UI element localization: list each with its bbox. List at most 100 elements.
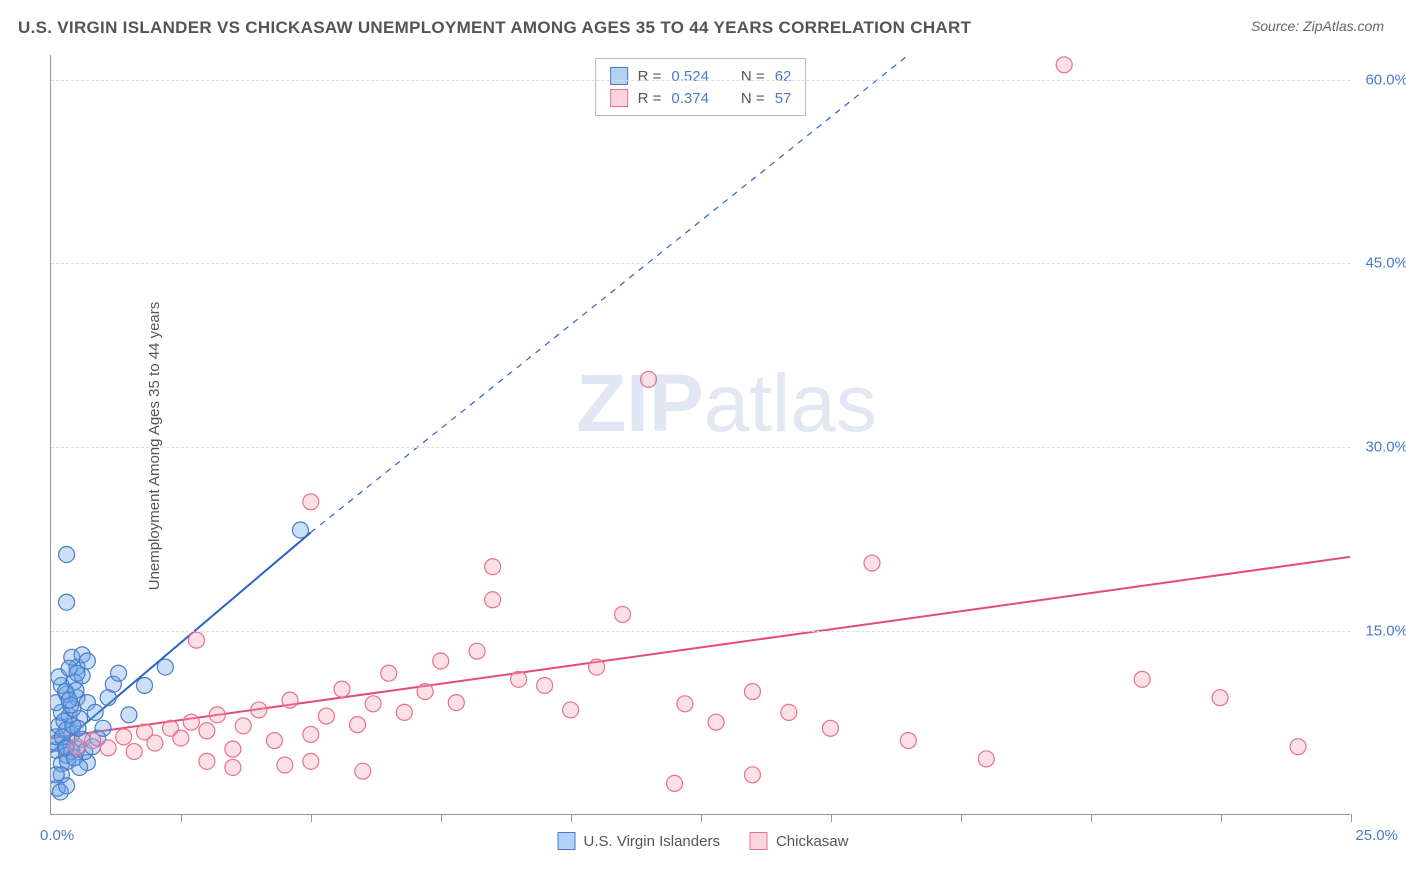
scatter-point xyxy=(641,371,657,387)
chart-svg xyxy=(51,55,1350,814)
scatter-point xyxy=(235,718,251,734)
xtick xyxy=(831,814,832,822)
scatter-point xyxy=(85,733,101,749)
scatter-point xyxy=(225,759,241,775)
scatter-point xyxy=(61,692,77,708)
scatter-point xyxy=(822,720,838,736)
scatter-point xyxy=(157,659,173,675)
r-value-1: 0.374 xyxy=(671,90,709,107)
x-max-label: 25.0% xyxy=(1355,827,1398,844)
xtick xyxy=(571,814,572,822)
scatter-point xyxy=(677,696,693,712)
scatter-point xyxy=(303,753,319,769)
scatter-point xyxy=(708,714,724,730)
legend-swatch-1 xyxy=(750,832,768,850)
swatch-series-0 xyxy=(610,67,628,85)
xtick xyxy=(1091,814,1092,822)
scatter-point xyxy=(100,740,116,756)
scatter-point xyxy=(615,606,631,622)
scatter-point xyxy=(744,684,760,700)
scatter-point xyxy=(126,744,142,760)
scatter-point xyxy=(589,659,605,675)
scatter-point xyxy=(173,730,189,746)
scatter-point xyxy=(282,692,298,708)
scatter-point xyxy=(563,702,579,718)
xtick xyxy=(441,814,442,822)
scatter-point xyxy=(79,653,95,669)
scatter-point xyxy=(292,522,308,538)
grid-line xyxy=(51,263,1350,264)
scatter-point xyxy=(355,763,371,779)
n-value-0: 62 xyxy=(775,68,792,85)
scatter-point xyxy=(209,707,225,723)
scatter-point xyxy=(1212,690,1228,706)
scatter-point xyxy=(744,767,760,783)
xtick xyxy=(1221,814,1222,822)
n-label: N = xyxy=(741,90,765,107)
scatter-point xyxy=(667,775,683,791)
ytick-label: 15.0% xyxy=(1365,623,1406,640)
xtick xyxy=(311,814,312,822)
scatter-point xyxy=(365,696,381,712)
scatter-point xyxy=(978,751,994,767)
xtick xyxy=(181,814,182,822)
scatter-point xyxy=(318,708,334,724)
series-legend: U.S. Virgin Islanders Chickasaw xyxy=(558,832,849,850)
scatter-point xyxy=(183,714,199,730)
legend-swatch-0 xyxy=(558,832,576,850)
trend-line xyxy=(51,557,1350,738)
chart-title: U.S. VIRGIN ISLANDER VS CHICKASAW UNEMPL… xyxy=(18,18,971,38)
scatter-point xyxy=(900,733,916,749)
scatter-point xyxy=(199,753,215,769)
origin-label: 0.0% xyxy=(40,827,74,844)
correlation-legend: R = 0.524 N = 62 R = 0.374 N = 57 xyxy=(595,58,807,116)
scatter-point xyxy=(334,681,350,697)
scatter-point xyxy=(1134,671,1150,687)
scatter-point xyxy=(433,653,449,669)
ytick-label: 45.0% xyxy=(1365,255,1406,272)
scatter-point xyxy=(1290,739,1306,755)
scatter-point xyxy=(469,643,485,659)
legend-row-series-0: R = 0.524 N = 62 xyxy=(610,65,792,87)
xtick xyxy=(961,814,962,822)
xtick xyxy=(1351,814,1352,822)
scatter-point xyxy=(116,729,132,745)
ytick-label: 30.0% xyxy=(1365,439,1406,456)
legend-item-0: U.S. Virgin Islanders xyxy=(558,832,720,850)
ytick-label: 60.0% xyxy=(1365,71,1406,88)
scatter-point xyxy=(147,735,163,751)
scatter-point xyxy=(417,684,433,700)
scatter-point xyxy=(69,739,85,755)
legend-label-1: Chickasaw xyxy=(776,833,849,850)
scatter-point xyxy=(277,757,293,773)
scatter-point xyxy=(781,704,797,720)
scatter-point xyxy=(188,632,204,648)
source-attribution: Source: ZipAtlas.com xyxy=(1251,18,1384,34)
n-label: N = xyxy=(741,68,765,85)
r-label: R = xyxy=(638,68,662,85)
xtick xyxy=(701,814,702,822)
scatter-point xyxy=(59,778,75,794)
scatter-point xyxy=(266,733,282,749)
scatter-point xyxy=(137,677,153,693)
legend-row-series-1: R = 0.374 N = 57 xyxy=(610,87,792,109)
scatter-point xyxy=(381,665,397,681)
swatch-series-1 xyxy=(610,89,628,107)
scatter-point xyxy=(511,671,527,687)
scatter-point xyxy=(199,723,215,739)
grid-line xyxy=(51,631,1350,632)
scatter-point xyxy=(70,720,86,736)
scatter-point xyxy=(251,702,267,718)
n-value-1: 57 xyxy=(775,90,792,107)
scatter-point xyxy=(485,592,501,608)
legend-item-1: Chickasaw xyxy=(750,832,849,850)
scatter-point xyxy=(303,494,319,510)
scatter-point xyxy=(59,546,75,562)
scatter-point xyxy=(225,741,241,757)
scatter-point xyxy=(396,704,412,720)
scatter-point xyxy=(350,717,366,733)
scatter-point xyxy=(303,726,319,742)
plot-area: R = 0.524 N = 62 R = 0.374 N = 57 ZIPatl… xyxy=(50,55,1350,815)
scatter-point xyxy=(121,707,137,723)
scatter-point xyxy=(1056,57,1072,73)
